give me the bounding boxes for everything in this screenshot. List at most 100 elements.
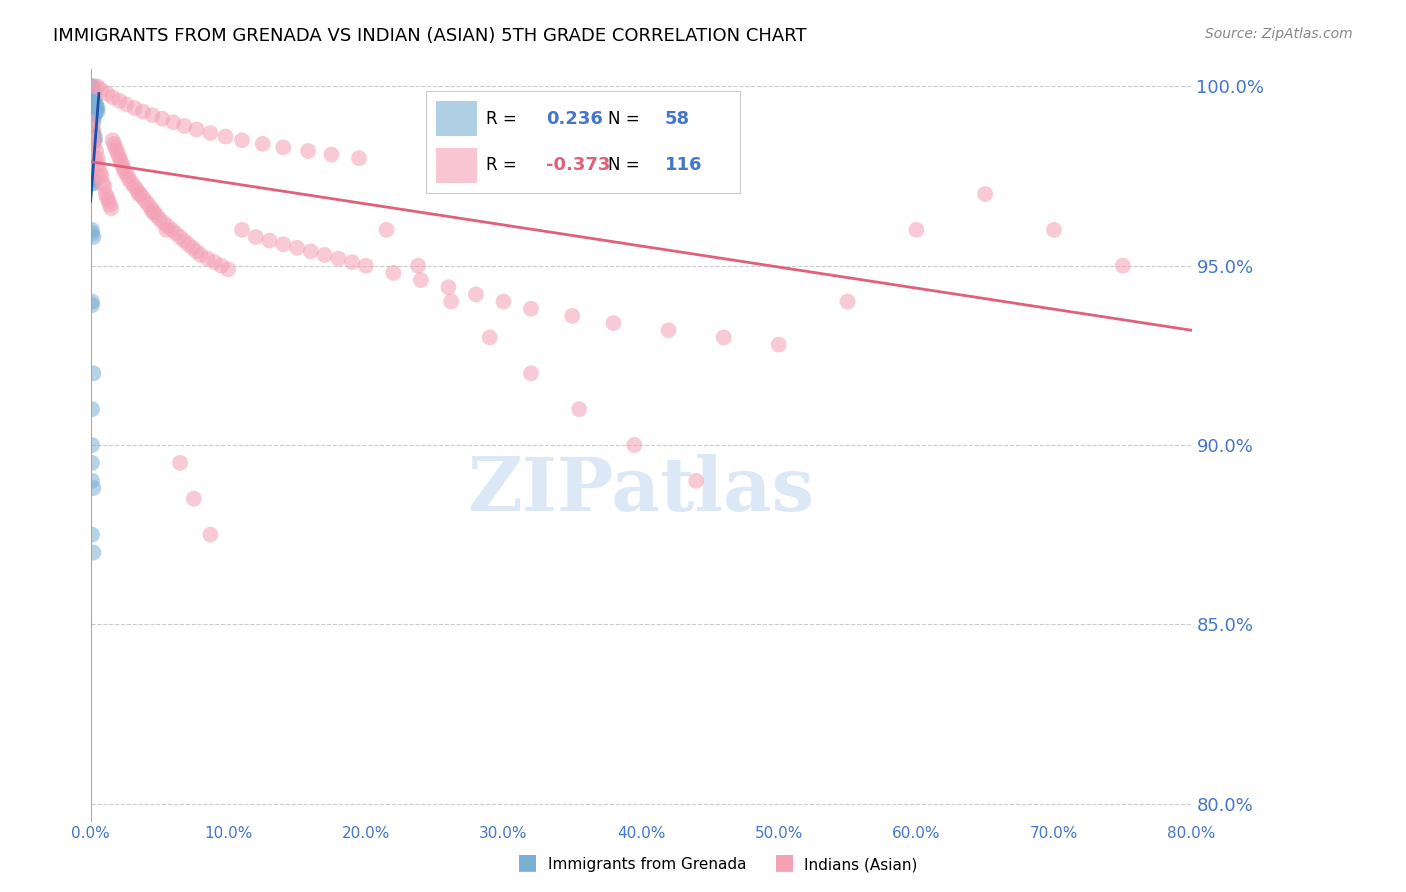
Point xyxy=(271,237,294,252)
Point xyxy=(86,79,108,94)
Point xyxy=(124,101,146,115)
Point xyxy=(121,176,143,190)
Point xyxy=(685,474,707,488)
Point xyxy=(80,223,103,237)
Point xyxy=(217,262,239,277)
Text: Indians (Asian): Indians (Asian) xyxy=(804,857,918,872)
Point xyxy=(82,94,104,108)
Point xyxy=(231,133,253,147)
Point xyxy=(83,79,105,94)
Point xyxy=(97,194,120,209)
Point xyxy=(101,90,124,104)
Point xyxy=(82,90,104,104)
Point xyxy=(83,94,105,108)
Point xyxy=(80,94,103,108)
Point xyxy=(520,301,543,316)
Point xyxy=(314,248,336,262)
Point xyxy=(437,280,460,294)
Point xyxy=(80,133,103,147)
Point xyxy=(177,237,200,252)
Point xyxy=(155,223,177,237)
Point xyxy=(259,234,281,248)
Point xyxy=(80,169,103,183)
Point xyxy=(328,252,350,266)
Point xyxy=(80,87,103,101)
Point xyxy=(82,481,104,495)
Point xyxy=(197,252,219,266)
Point xyxy=(82,129,104,144)
Point xyxy=(82,97,104,112)
Point xyxy=(108,94,131,108)
Point xyxy=(173,119,195,133)
Point xyxy=(183,491,205,506)
Point xyxy=(245,230,267,244)
Point xyxy=(82,126,104,140)
Point xyxy=(80,129,103,144)
Point xyxy=(142,205,165,219)
Point xyxy=(186,244,208,259)
Point xyxy=(82,101,104,115)
Point xyxy=(94,186,117,201)
Point xyxy=(105,144,128,158)
Point xyxy=(80,126,103,140)
Point xyxy=(80,402,103,417)
Point xyxy=(103,136,125,151)
Point xyxy=(190,248,212,262)
Point xyxy=(80,294,103,309)
Point xyxy=(100,202,122,216)
Point xyxy=(165,227,187,241)
Point xyxy=(156,219,179,234)
Point xyxy=(87,158,110,172)
Point xyxy=(209,259,232,273)
Point xyxy=(974,186,997,201)
Point xyxy=(82,87,104,101)
Point xyxy=(169,456,191,470)
Point xyxy=(89,165,111,179)
Point xyxy=(86,101,108,115)
Point xyxy=(132,191,155,205)
Point xyxy=(86,169,108,183)
Point xyxy=(80,83,103,97)
Point xyxy=(623,438,645,452)
Point xyxy=(440,294,463,309)
Point xyxy=(83,101,105,115)
Point xyxy=(200,527,222,541)
Point xyxy=(82,545,104,559)
Point xyxy=(492,294,515,309)
Point xyxy=(713,330,735,344)
Point xyxy=(83,97,105,112)
Point xyxy=(80,172,103,186)
Point xyxy=(83,133,105,147)
Point xyxy=(297,144,319,158)
Point xyxy=(101,133,124,147)
Point xyxy=(80,115,103,129)
Point xyxy=(138,198,160,212)
Point xyxy=(152,216,174,230)
Point xyxy=(86,151,108,165)
Point xyxy=(91,176,114,190)
Point xyxy=(80,527,103,541)
Point xyxy=(82,230,104,244)
Point xyxy=(321,147,343,161)
Point xyxy=(602,316,624,330)
Point xyxy=(86,104,108,119)
Point xyxy=(80,79,103,94)
Point xyxy=(84,144,107,158)
Point xyxy=(252,136,274,151)
Point xyxy=(406,259,429,273)
Point xyxy=(186,122,208,136)
Point xyxy=(82,172,104,186)
Point xyxy=(82,366,104,380)
Point xyxy=(127,183,149,197)
Point xyxy=(110,154,132,169)
Point xyxy=(107,147,129,161)
Point xyxy=(181,241,204,255)
Point xyxy=(84,158,107,172)
Point xyxy=(83,104,105,119)
Point xyxy=(80,227,103,241)
Point xyxy=(82,133,104,147)
Point xyxy=(82,122,104,136)
Point xyxy=(465,287,488,301)
Point xyxy=(80,79,103,94)
Point xyxy=(82,176,104,190)
